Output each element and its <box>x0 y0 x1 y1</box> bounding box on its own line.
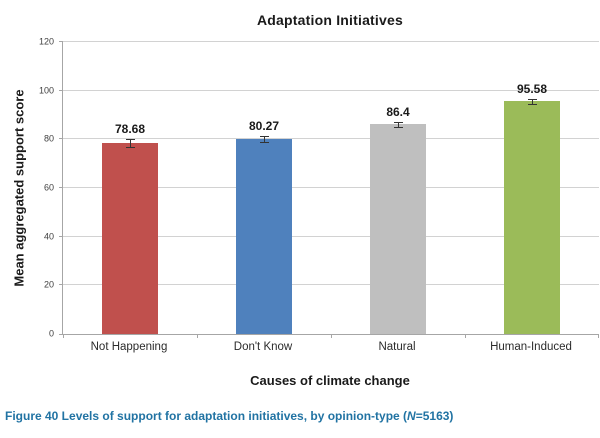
y-axis-tick-mark <box>59 138 63 140</box>
x-label-human-induced: Human-Induced <box>490 341 572 353</box>
y-tick-label: 40 <box>43 231 54 242</box>
caption-n-symbol: N <box>407 409 416 423</box>
gridline <box>63 138 599 140</box>
error-bar-human-induced <box>527 99 537 106</box>
bar-not-happening <box>102 142 158 334</box>
x-axis-tick-mark <box>63 334 64 338</box>
bar-don-t-know <box>236 138 292 334</box>
error-bar-natural <box>393 121 403 128</box>
bar-human-induced <box>504 101 560 334</box>
y-axis-tick-mark <box>59 284 63 286</box>
y-tick-label: 60 <box>43 182 54 193</box>
chart-title: Adaptation Initiatives <box>257 12 403 28</box>
y-tick-label: 100 <box>38 85 54 96</box>
x-axis-title: Causes of climate change <box>250 373 410 388</box>
x-axis-tick-mark <box>598 334 599 338</box>
gridline <box>63 41 599 42</box>
error-bar-not-happening <box>125 138 135 149</box>
y-tick-label: 0 <box>48 328 54 339</box>
y-axis-tick-mark <box>59 235 63 237</box>
plot-area: 78.68 80.27 86.4 95.58 <box>59 41 599 338</box>
y-axis-tick-mark <box>59 41 63 42</box>
value-label-don-t-know: 80.27 <box>248 119 280 134</box>
y-tick-label: 20 <box>43 279 54 290</box>
y-axis-tick-mark <box>59 89 63 91</box>
figure-caption: Figure 40 Levels of support for adaptati… <box>5 409 595 423</box>
gridline <box>63 89 599 91</box>
value-label-not-happening: 78.68 <box>114 121 146 136</box>
value-label-natural: 86.4 <box>386 104 410 119</box>
x-axis-tick-mark <box>465 334 466 338</box>
y-axis-tick-mark <box>59 334 63 335</box>
gridline <box>63 187 599 188</box>
bar-natural <box>370 123 426 334</box>
y-axis-tick-mark <box>59 187 63 188</box>
x-label-natural: Natural <box>378 341 416 353</box>
caption-text-before: Figure 40 Levels of support for adaptati… <box>5 409 408 423</box>
y-tick-label: 120 <box>38 36 54 47</box>
x-axis-tick-mark <box>331 334 332 338</box>
x-axis-tick-mark <box>197 334 198 338</box>
x-label-don-t-know: Don't Know <box>233 341 293 353</box>
gridline <box>63 235 599 237</box>
x-label-not-happening: Not Happening <box>90 341 168 353</box>
y-tick-label: 80 <box>43 133 54 144</box>
value-label-human-induced: 95.58 <box>516 82 548 97</box>
x-axis-category-labels: Not Happening Don't Know Natural Human-Indu… <box>62 341 598 353</box>
error-bar-don-t-know <box>259 136 269 144</box>
y-axis-tick-labels: 0 20 40 60 80 100 120 <box>0 37 62 339</box>
caption-text-after: =5163) <box>415 409 454 423</box>
gridline <box>63 284 599 286</box>
